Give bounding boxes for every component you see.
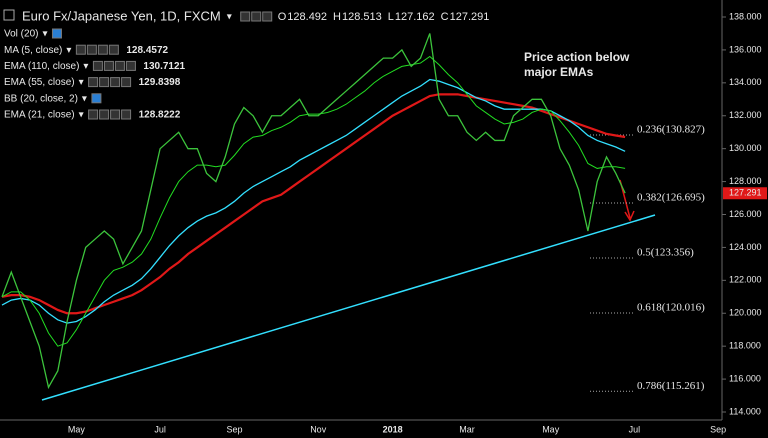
indicator-value: 130.7121 xyxy=(143,61,185,72)
ohlc-label: L xyxy=(388,11,394,23)
annotation: major EMAs xyxy=(524,65,594,79)
ohlc-value: 127.291 xyxy=(450,11,490,23)
fib-label: 0.618(120.016) xyxy=(637,302,705,314)
y-tick-label: 120.000 xyxy=(729,308,762,318)
ohlc-value: 127.162 xyxy=(395,11,435,23)
collapse-icon[interactable] xyxy=(3,9,15,21)
x-tick-label: Sep xyxy=(710,424,726,434)
dropdown[interactable]: ▾ xyxy=(83,61,88,72)
y-tick-label: 134.000 xyxy=(729,77,762,87)
last-price: 127.291 xyxy=(729,188,762,198)
fib-label: 0.5(123.356) xyxy=(637,247,694,259)
annotation: Price action below xyxy=(524,50,630,64)
y-tick-label: 114.000 xyxy=(729,406,761,416)
ohlc-label: C xyxy=(441,11,449,23)
x-tick-label: 2018 xyxy=(383,424,403,434)
y-tick-label: 118.000 xyxy=(729,341,761,351)
fib-label: 0.236(130.827) xyxy=(637,124,705,136)
y-tick-label: 128.000 xyxy=(729,176,762,186)
indicator-value: 129.8398 xyxy=(139,77,181,88)
x-tick-label: Sep xyxy=(226,424,242,434)
y-tick-label: 122.000 xyxy=(729,275,762,285)
y-tick-label: 116.000 xyxy=(729,373,761,383)
x-tick-label: Jul xyxy=(629,424,641,434)
y-tick-label: 138.000 xyxy=(729,11,762,21)
indicator-name: EMA (110, close) xyxy=(4,61,79,72)
tool-button[interactable] xyxy=(92,60,103,71)
tool-button[interactable] xyxy=(240,11,251,22)
ohlc-value: 128.492 xyxy=(287,11,327,23)
series-line xyxy=(1,33,626,390)
ohlc-label: O xyxy=(278,11,287,23)
ohlc-label: H xyxy=(333,11,341,23)
tool-button[interactable] xyxy=(114,60,125,71)
x-tick-label: Jul xyxy=(154,424,166,434)
y-tick-label: 126.000 xyxy=(729,209,762,219)
dropdown[interactable]: ▾ xyxy=(79,77,84,88)
tool-button[interactable] xyxy=(125,60,136,71)
x-tick-label: Nov xyxy=(310,424,327,434)
tool-button[interactable] xyxy=(262,11,273,22)
fib-label: 0.786(115.261) xyxy=(637,380,705,392)
tool-button[interactable] xyxy=(88,109,99,120)
tool-button[interactable] xyxy=(121,77,132,88)
indicator-value: 128.4572 xyxy=(126,45,168,56)
ohlc-value: 128.513 xyxy=(342,11,382,23)
tool-button[interactable] xyxy=(51,28,62,39)
tool-button[interactable] xyxy=(110,77,121,88)
dropdown[interactable]: ▾ xyxy=(42,29,47,40)
last-price-tag xyxy=(723,187,767,200)
chart-title: Euro Fx/Japanese Yen, 1D, FXCM xyxy=(22,8,221,23)
y-tick-label: 136.000 xyxy=(729,44,762,54)
y-tick-label: 132.000 xyxy=(729,110,762,120)
indicator-name: EMA (21, close) xyxy=(4,110,75,121)
tool-button[interactable] xyxy=(121,109,132,120)
arrow-head xyxy=(624,210,635,222)
series-line xyxy=(1,55,626,347)
dropdown[interactable]: ▾ xyxy=(82,93,87,104)
y-tick-label: 124.000 xyxy=(729,242,762,252)
indicator-name: Vol (20) xyxy=(4,29,38,40)
tool-button[interactable] xyxy=(108,44,119,55)
tool-button[interactable] xyxy=(97,44,108,55)
indicator-name: EMA (55, close) xyxy=(4,77,75,88)
tool-button[interactable] xyxy=(88,77,99,88)
y-tick-label: 130.000 xyxy=(729,143,762,153)
indicator-name: BB (20, close, 2) xyxy=(4,93,78,104)
fib-label: 0.382(126.695) xyxy=(637,192,705,204)
x-tick-label: May xyxy=(542,424,560,434)
tool-button[interactable] xyxy=(251,11,262,22)
tool-button[interactable] xyxy=(99,77,110,88)
dropdown[interactable]: ▾ xyxy=(79,110,84,121)
dropdown[interactable]: ▾ xyxy=(66,45,71,56)
indicator-name: MA (5, close) xyxy=(4,45,62,56)
x-tick-label: Mar xyxy=(459,424,475,434)
trendline xyxy=(41,214,656,401)
tool-button[interactable] xyxy=(110,109,121,120)
tool-button[interactable] xyxy=(86,44,97,55)
x-tick-label: May xyxy=(68,424,86,434)
tool-button[interactable] xyxy=(91,93,102,104)
tool-button[interactable] xyxy=(99,109,110,120)
series-line xyxy=(1,93,626,315)
dropdown[interactable]: ▾ xyxy=(227,12,232,23)
tool-button[interactable] xyxy=(75,44,86,55)
indicator-value: 128.8222 xyxy=(139,110,181,121)
tool-button[interactable] xyxy=(103,60,114,71)
